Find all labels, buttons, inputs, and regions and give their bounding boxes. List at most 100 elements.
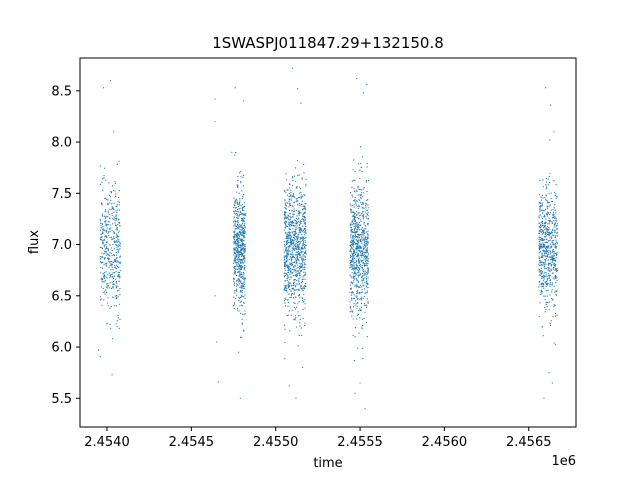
data-point — [238, 208, 240, 210]
data-point — [541, 284, 543, 286]
data-point — [289, 250, 291, 252]
data-point — [545, 208, 547, 211]
data-point — [234, 292, 236, 294]
data-point — [540, 282, 542, 284]
data-point — [554, 275, 557, 277]
data-point — [214, 120, 216, 123]
data-point — [365, 264, 367, 266]
data-point — [239, 305, 241, 307]
data-point — [293, 213, 295, 215]
data-point — [237, 278, 239, 280]
data-point — [239, 232, 241, 234]
data-point — [297, 236, 300, 238]
data-point — [295, 317, 297, 319]
data-point — [286, 288, 288, 290]
data-point — [106, 215, 108, 218]
data-point — [99, 246, 101, 248]
data-point — [301, 237, 303, 239]
data-point — [367, 263, 369, 265]
data-point — [293, 266, 295, 268]
data-point — [299, 274, 301, 276]
data-point — [546, 278, 548, 280]
data-point — [367, 179, 370, 182]
data-point — [553, 216, 555, 219]
data-point — [119, 261, 122, 263]
data-point — [539, 284, 541, 286]
data-point — [103, 264, 105, 266]
data-point — [290, 236, 292, 238]
data-point — [239, 211, 242, 213]
data-point — [554, 223, 556, 225]
data-point — [285, 208, 287, 210]
data-point — [349, 274, 351, 276]
data-point — [351, 266, 353, 268]
data-point — [552, 277, 554, 279]
data-point — [241, 226, 243, 228]
data-point — [289, 213, 291, 215]
data-point — [112, 207, 114, 209]
data-point — [359, 239, 362, 242]
data-point — [545, 239, 547, 241]
data-point — [236, 258, 238, 260]
data-point — [118, 230, 120, 232]
data-point — [540, 229, 542, 231]
data-point — [305, 252, 307, 254]
data-point — [288, 241, 290, 244]
data-point — [294, 238, 296, 240]
data-point — [538, 256, 540, 258]
data-point — [556, 223, 559, 225]
data-point — [550, 258, 552, 261]
data-point — [352, 235, 355, 237]
data-point — [105, 254, 107, 256]
data-point — [285, 231, 287, 234]
data-point — [545, 221, 547, 224]
data-point — [359, 266, 362, 268]
data-point — [296, 239, 298, 241]
data-point — [545, 227, 547, 229]
data-point — [106, 246, 108, 248]
data-point — [302, 237, 304, 239]
data-point — [298, 212, 300, 214]
data-point — [283, 288, 285, 290]
data-point — [363, 235, 365, 237]
data-point — [553, 259, 555, 261]
data-point — [110, 227, 112, 229]
data-point — [365, 199, 368, 201]
data-point — [353, 267, 355, 269]
data-point — [117, 314, 119, 317]
data-point — [555, 193, 557, 195]
data-point — [362, 92, 365, 94]
data-point — [293, 292, 296, 294]
data-point — [550, 320, 552, 322]
data-point — [365, 306, 368, 309]
data-point — [242, 195, 244, 197]
data-point — [236, 242, 238, 244]
data-point — [361, 232, 363, 234]
data-point — [240, 204, 242, 206]
data-point — [106, 257, 108, 259]
data-point — [556, 231, 558, 234]
data-point — [283, 229, 285, 231]
data-point — [234, 242, 236, 244]
data-point — [113, 209, 115, 211]
data-point — [112, 276, 114, 278]
data-point — [294, 249, 296, 252]
data-point — [551, 241, 553, 243]
data-point — [240, 234, 242, 236]
data-point — [296, 306, 298, 308]
data-point — [354, 235, 356, 238]
data-point — [358, 269, 360, 272]
data-point — [365, 286, 368, 288]
data-point — [350, 259, 352, 262]
data-point — [115, 219, 118, 221]
data-point — [550, 192, 552, 194]
data-point — [546, 283, 548, 285]
data-point — [298, 214, 300, 216]
data-point — [216, 341, 218, 343]
data-point — [244, 226, 246, 228]
data-point — [360, 306, 363, 308]
data-point — [304, 234, 306, 236]
data-point — [357, 347, 359, 349]
data-point — [352, 215, 354, 218]
data-point — [115, 215, 117, 217]
